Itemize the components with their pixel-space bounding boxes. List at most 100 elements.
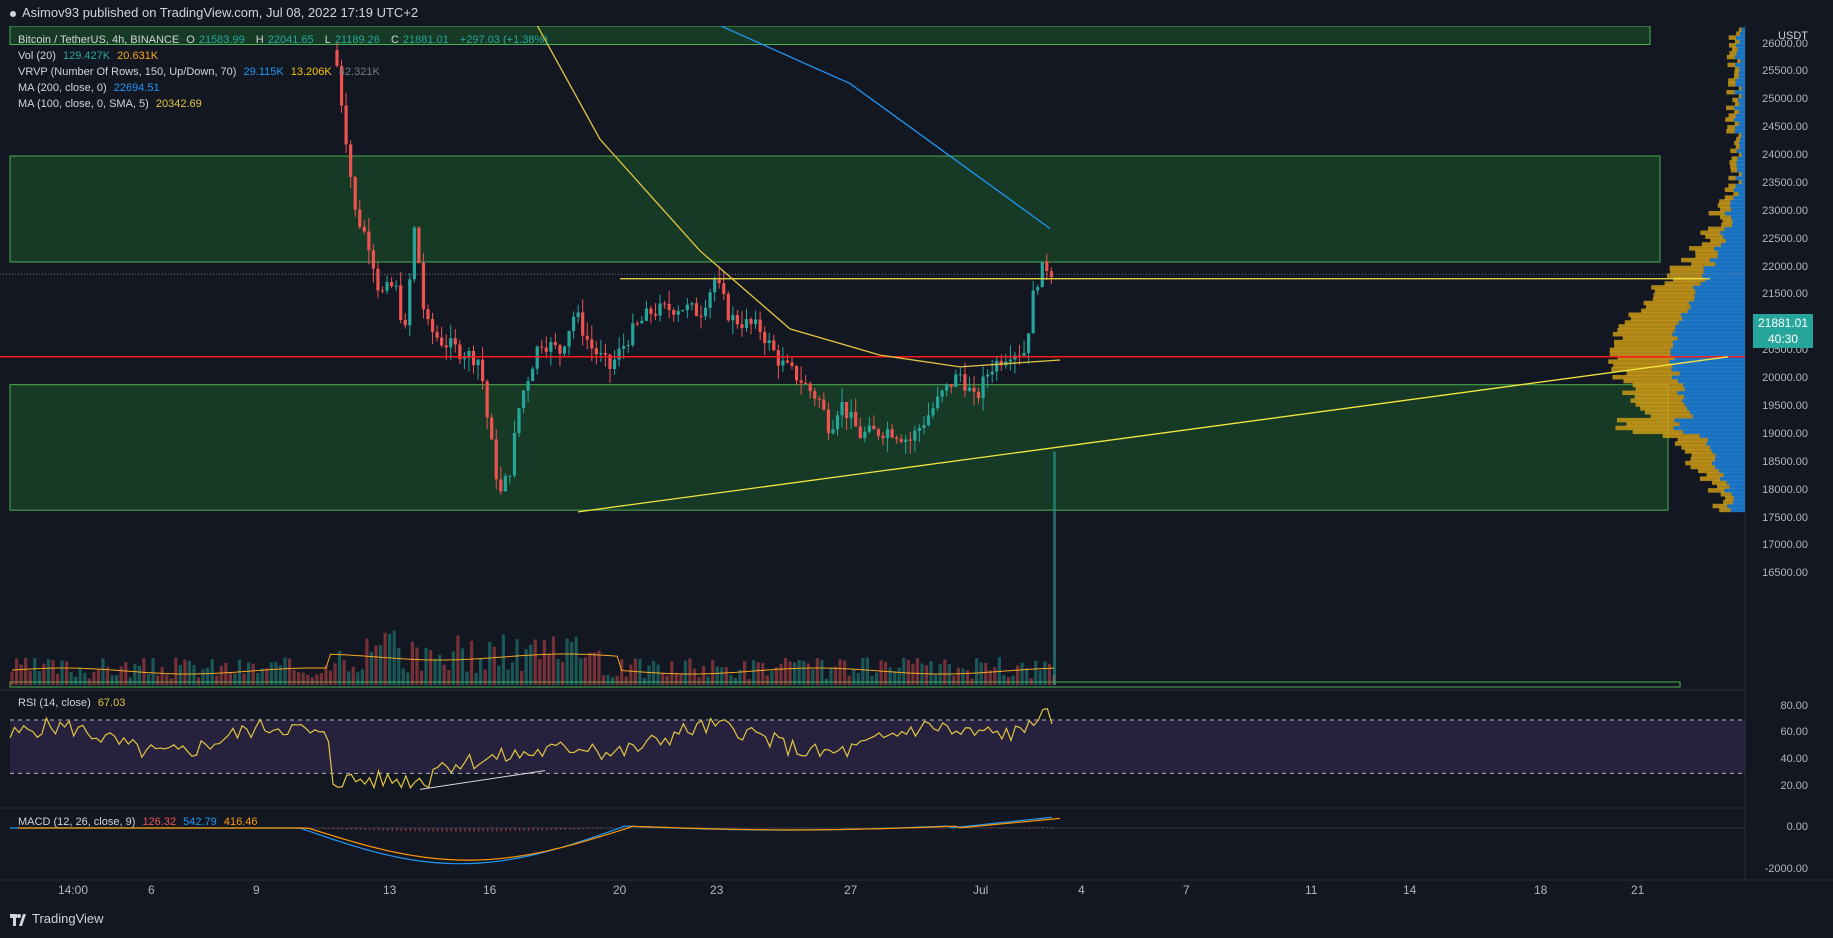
zone-rect [9,155,1661,263]
vrvp-down-bar [1645,304,1691,310]
vrvp-up-bar [1738,97,1745,103]
volume-bar [383,632,387,685]
vrvp-up-bar [1679,421,1745,427]
volume-bar [456,635,460,685]
volume-bar [993,667,997,685]
volume-bar [597,650,601,685]
time-tick: 23 [710,883,724,897]
vrvp-up-bar [1695,289,1745,294]
vrvp-up-bar [1672,374,1745,380]
vrvp-legend[interactable]: VRVP (Number Of Rows, 150, Up/Down, 70) … [18,64,384,80]
volume-bar [902,657,906,685]
macd-legend[interactable]: MACD (12, 26, close, 9) 126.32 542.79 41… [18,814,262,830]
volume-bar [278,665,283,685]
candle-body [931,408,935,416]
candle-body [512,433,517,476]
time-tick: 11 [1305,883,1318,897]
ma100-legend[interactable]: MA (100, close, 0, SMA, 5) 20342.69 [18,96,206,112]
symbol-legend[interactable]: Bitcoin / TetherUS, 4h, BINANCE O 21583.9… [18,32,552,48]
rsi-divergence-line [419,770,546,790]
price-tick: 19000.00 [1762,427,1808,440]
time-tick: 6 [148,883,155,897]
vrvp-up-bar [1669,359,1745,364]
candle-body [813,391,817,399]
vrvp-up-bar [1715,261,1745,267]
volume-bar [328,670,333,685]
volume-bar [310,677,314,685]
volume-bar [469,640,474,685]
vrvp-down-bar [1720,207,1732,212]
candle-body [631,323,635,346]
demand-supply-zones [9,25,1681,688]
vrvp-up-bar [1739,140,1745,146]
candle-body [617,348,621,360]
vol-legend[interactable]: Vol (20) 129.427K 20.631K [18,48,162,64]
rsi-legend[interactable]: RSI (14, close) 67.03 [18,695,129,711]
volume-bar [96,669,101,685]
volume-bar [583,657,587,685]
volume-bar [419,670,424,685]
candle-body [626,345,630,347]
vrvp-up-bar [1699,433,1745,438]
vrvp-up-bar [1729,484,1745,489]
volume-bar [870,675,874,685]
volume-bar [861,657,865,685]
tradingview-brand[interactable]: TradingView [10,911,104,926]
volume-bar [137,666,141,685]
vol-value-1: 129.427K [62,50,111,62]
candle-body [781,360,785,366]
ma200-legend[interactable]: MA (200, close, 0) 22694.51 [18,80,164,96]
vrvp-down-bar [1736,136,1741,142]
volume-bar [1047,663,1051,685]
candle-body [376,268,380,291]
candle-body [658,303,662,316]
vrvp-up-bar [1734,128,1745,134]
vrvp-up-bar [1715,456,1745,462]
vrvp-down-bar [1719,199,1731,204]
volume-bar [87,678,91,685]
last-price: 21881.01 [1757,316,1809,330]
candle-body [367,231,371,251]
volume-bar [228,671,232,685]
vrvp-up-bar [1673,343,1745,349]
vrvp-down-bar [1719,507,1731,513]
vrvp-down-bar [1635,386,1685,392]
volume-bar [433,658,437,685]
vrvp-up-bar [1683,382,1745,388]
vrvp-up-bar [1737,168,1745,173]
vrvp-down-bar [1738,179,1742,185]
candle-body [426,309,430,320]
vrvp-down-bar [1725,117,1735,122]
vrvp-down-bar [1632,382,1684,388]
vrvp-up-bar [1738,191,1745,196]
volume-bar [702,666,706,685]
price-tick: 24500.00 [1762,121,1808,134]
volume-bar [620,659,624,685]
zone-rect [9,681,1681,688]
volume-bar [811,669,815,685]
time-tick: 16 [483,883,497,897]
volume-bar [956,667,960,685]
candle-body [872,425,876,430]
candle-body [1049,271,1053,278]
candle-body [754,319,758,325]
volume-bar [779,663,783,685]
vrvp-down-bar [1654,289,1696,294]
time-tick: 14:00 [58,883,89,897]
ma100-value: 20342.69 [155,98,202,110]
volume-bar [74,676,78,685]
vrvp-up-bar [1711,449,1745,454]
candle-body [467,351,471,358]
candle-body [430,319,435,332]
vrvp-down-bar [1734,121,1740,126]
vrvp-down-bar [1730,164,1737,169]
vrvp-up-bar [1683,429,1745,435]
vrvp-down-bar [1728,82,1736,87]
candle-body [576,312,580,317]
candle-body [385,282,389,291]
candle-body [881,435,885,439]
vrvp-down-bar [1617,328,1675,333]
time-tick: 13 [383,883,397,897]
candle-body [976,391,981,399]
